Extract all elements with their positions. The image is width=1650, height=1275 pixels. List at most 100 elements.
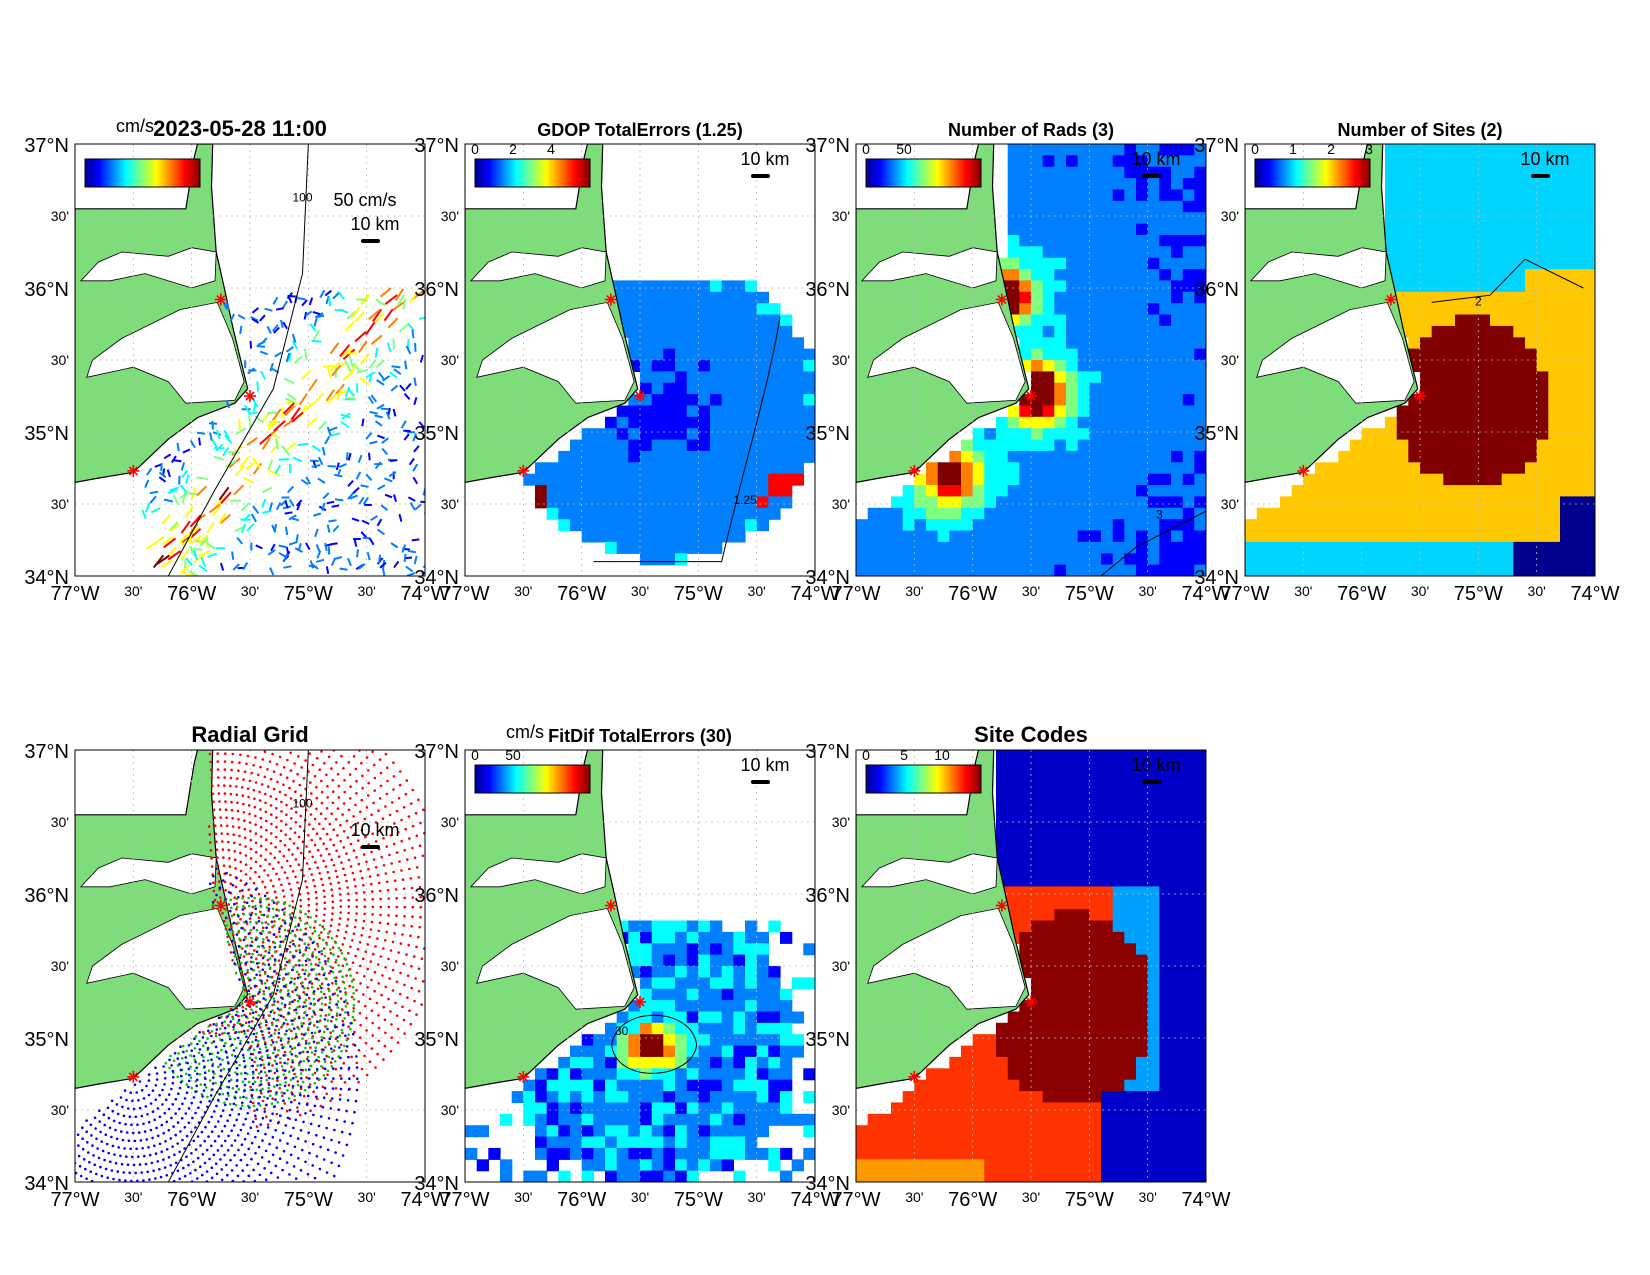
- lat-tick-label: 36°N: [1194, 279, 1239, 301]
- lon-tick-label: 75°W: [1454, 583, 1503, 605]
- lon-tick-label: 77°W: [50, 1189, 99, 1211]
- lon-tick-label: 74°W: [400, 1189, 449, 1211]
- lon-tick-label: 74°W: [400, 583, 449, 605]
- panel-title: 2023-05-28 11:00: [153, 116, 327, 141]
- lat-tick-label: 30': [832, 208, 850, 224]
- site-south-marker-icon: [127, 464, 140, 477]
- lon-tick-label: 75°W: [284, 583, 333, 605]
- lon-tick-label: 76°W: [557, 583, 606, 605]
- lon-tick-label: 30': [1139, 583, 1157, 599]
- lon-tick-label: 75°W: [674, 1189, 723, 1211]
- scale-bar-label: 10 km: [1520, 149, 1569, 169]
- colorbar: [1254, 158, 1371, 188]
- albemarle-sound: [469, 853, 607, 895]
- panel-title: GDOP TotalErrors (1.25): [537, 120, 742, 140]
- lat-tick-label: 36°N: [24, 279, 69, 301]
- site-middle-marker-icon: [634, 390, 646, 402]
- reference-vector-label: 50 cm/s: [333, 190, 396, 210]
- colorbar-tick-label: 0: [471, 747, 479, 763]
- lon-tick-label: 30': [241, 583, 259, 599]
- nrads-field: [856, 144, 1206, 576]
- contour-line: [611, 1014, 698, 1074]
- lat-tick-label: 30': [832, 814, 850, 830]
- lon-tick-label: 77°W: [831, 583, 880, 605]
- scale-bar-label: 10 km: [740, 755, 789, 775]
- lat-tick-label: 30': [51, 1102, 69, 1118]
- site-north-marker-icon: [995, 293, 1008, 306]
- site-north-marker-icon: [604, 293, 617, 306]
- colorbar: [865, 764, 982, 794]
- panel-title: Site Codes: [974, 722, 1088, 747]
- lon-tick-label: 74°W: [790, 1189, 839, 1211]
- colorbar-tick-label: 1: [1289, 141, 1297, 157]
- scale-bar-label: 10 km: [350, 820, 399, 840]
- panel-nsites: 2 37°N 30' 36°N 30' 35°N 30' 34°N77°W 30' 76°W 30'…: [1194, 120, 1619, 605]
- gridlines: [1245, 144, 1595, 576]
- albemarle-sound: [860, 247, 998, 289]
- lon-tick-label: 77°W: [440, 583, 489, 605]
- lon-tick-label: 74°W: [1570, 583, 1619, 605]
- lon-tick-label: 30': [514, 1189, 532, 1205]
- lon-tick-label: 30': [358, 583, 376, 599]
- site-north-marker-icon: [214, 899, 227, 912]
- colorbar: [865, 158, 982, 188]
- lon-tick-label: 30': [124, 583, 142, 599]
- axes-frame: [74, 143, 426, 577]
- albemarle-sound: [860, 853, 998, 895]
- contour-line: [167, 750, 309, 1182]
- axes-frame: [74, 749, 426, 1183]
- lon-tick-label: 30': [748, 583, 766, 599]
- colorbar-tick-label: 2: [509, 141, 517, 157]
- axes-frame: [855, 143, 1207, 577]
- lon-tick-label: 75°W: [1065, 583, 1114, 605]
- lon-tick-label: 76°W: [948, 1189, 997, 1211]
- lon-tick-label: 30': [905, 583, 923, 599]
- panel-title: Number of Rads (3): [948, 120, 1114, 140]
- lat-tick-label: 37°N: [1194, 135, 1239, 157]
- axes-frame: [464, 143, 816, 577]
- panel-title: FitDif TotalErrors (30): [548, 726, 732, 746]
- lat-tick-label: 30': [51, 352, 69, 368]
- lat-tick-label: 30': [832, 496, 850, 512]
- lat-tick-label: 35°N: [24, 423, 69, 445]
- lat-tick-label: 36°N: [805, 279, 850, 301]
- lat-tick-label: 34°N: [24, 1173, 69, 1195]
- site-south-marker-icon: [908, 1070, 921, 1083]
- contour-label: 30: [615, 1024, 629, 1038]
- lon-tick-label: 30': [631, 583, 649, 599]
- site-middle-marker-icon: [244, 996, 256, 1008]
- contour-label: 2: [1475, 294, 1482, 308]
- lon-tick-label: 74°W: [1181, 583, 1230, 605]
- lat-tick-label: 36°N: [805, 885, 850, 907]
- site-south-marker-icon: [127, 1070, 140, 1083]
- lon-tick-label: 76°W: [1337, 583, 1386, 605]
- site-middle-marker-icon: [1414, 390, 1426, 402]
- colorbar: [474, 764, 591, 794]
- gdop-field: [523, 280, 815, 566]
- lat-tick-label: 37°N: [414, 135, 459, 157]
- lon-tick-label: 76°W: [167, 1189, 216, 1211]
- lat-tick-label: 36°N: [414, 279, 459, 301]
- lon-tick-label: 74°W: [790, 583, 839, 605]
- lat-tick-label: 35°N: [414, 423, 459, 445]
- site-middle-marker-icon: [1025, 390, 1037, 402]
- colorbar-tick-label: 0: [862, 141, 870, 157]
- lat-tick-label: 30': [51, 958, 69, 974]
- gridlines: [856, 144, 1206, 576]
- albemarle-sound: [1249, 247, 1387, 289]
- pamlico-sound: [476, 301, 635, 404]
- colorbar-tick-label: 2: [1327, 141, 1335, 157]
- lat-tick-label: 34°N: [1194, 567, 1239, 589]
- colorbar-tick-label: 0: [1251, 141, 1259, 157]
- axes-frame: [855, 749, 1207, 1183]
- lon-tick-label: 75°W: [1065, 1189, 1114, 1211]
- lon-tick-label: 30': [124, 1189, 142, 1205]
- lat-tick-label: 34°N: [805, 1173, 850, 1195]
- lat-tick-label: 35°N: [1194, 423, 1239, 445]
- lat-tick-label: 30': [1221, 208, 1239, 224]
- panel-gdop: 1.25 37°N 30' 36°N 30' 35°N 30' 34°N77°W 30' 76°W…: [414, 120, 839, 605]
- lon-tick-label: 30': [1294, 583, 1312, 599]
- site-middle-marker-icon: [244, 390, 256, 402]
- site-north-marker-icon: [995, 899, 1008, 912]
- lat-tick-label: 30': [441, 814, 459, 830]
